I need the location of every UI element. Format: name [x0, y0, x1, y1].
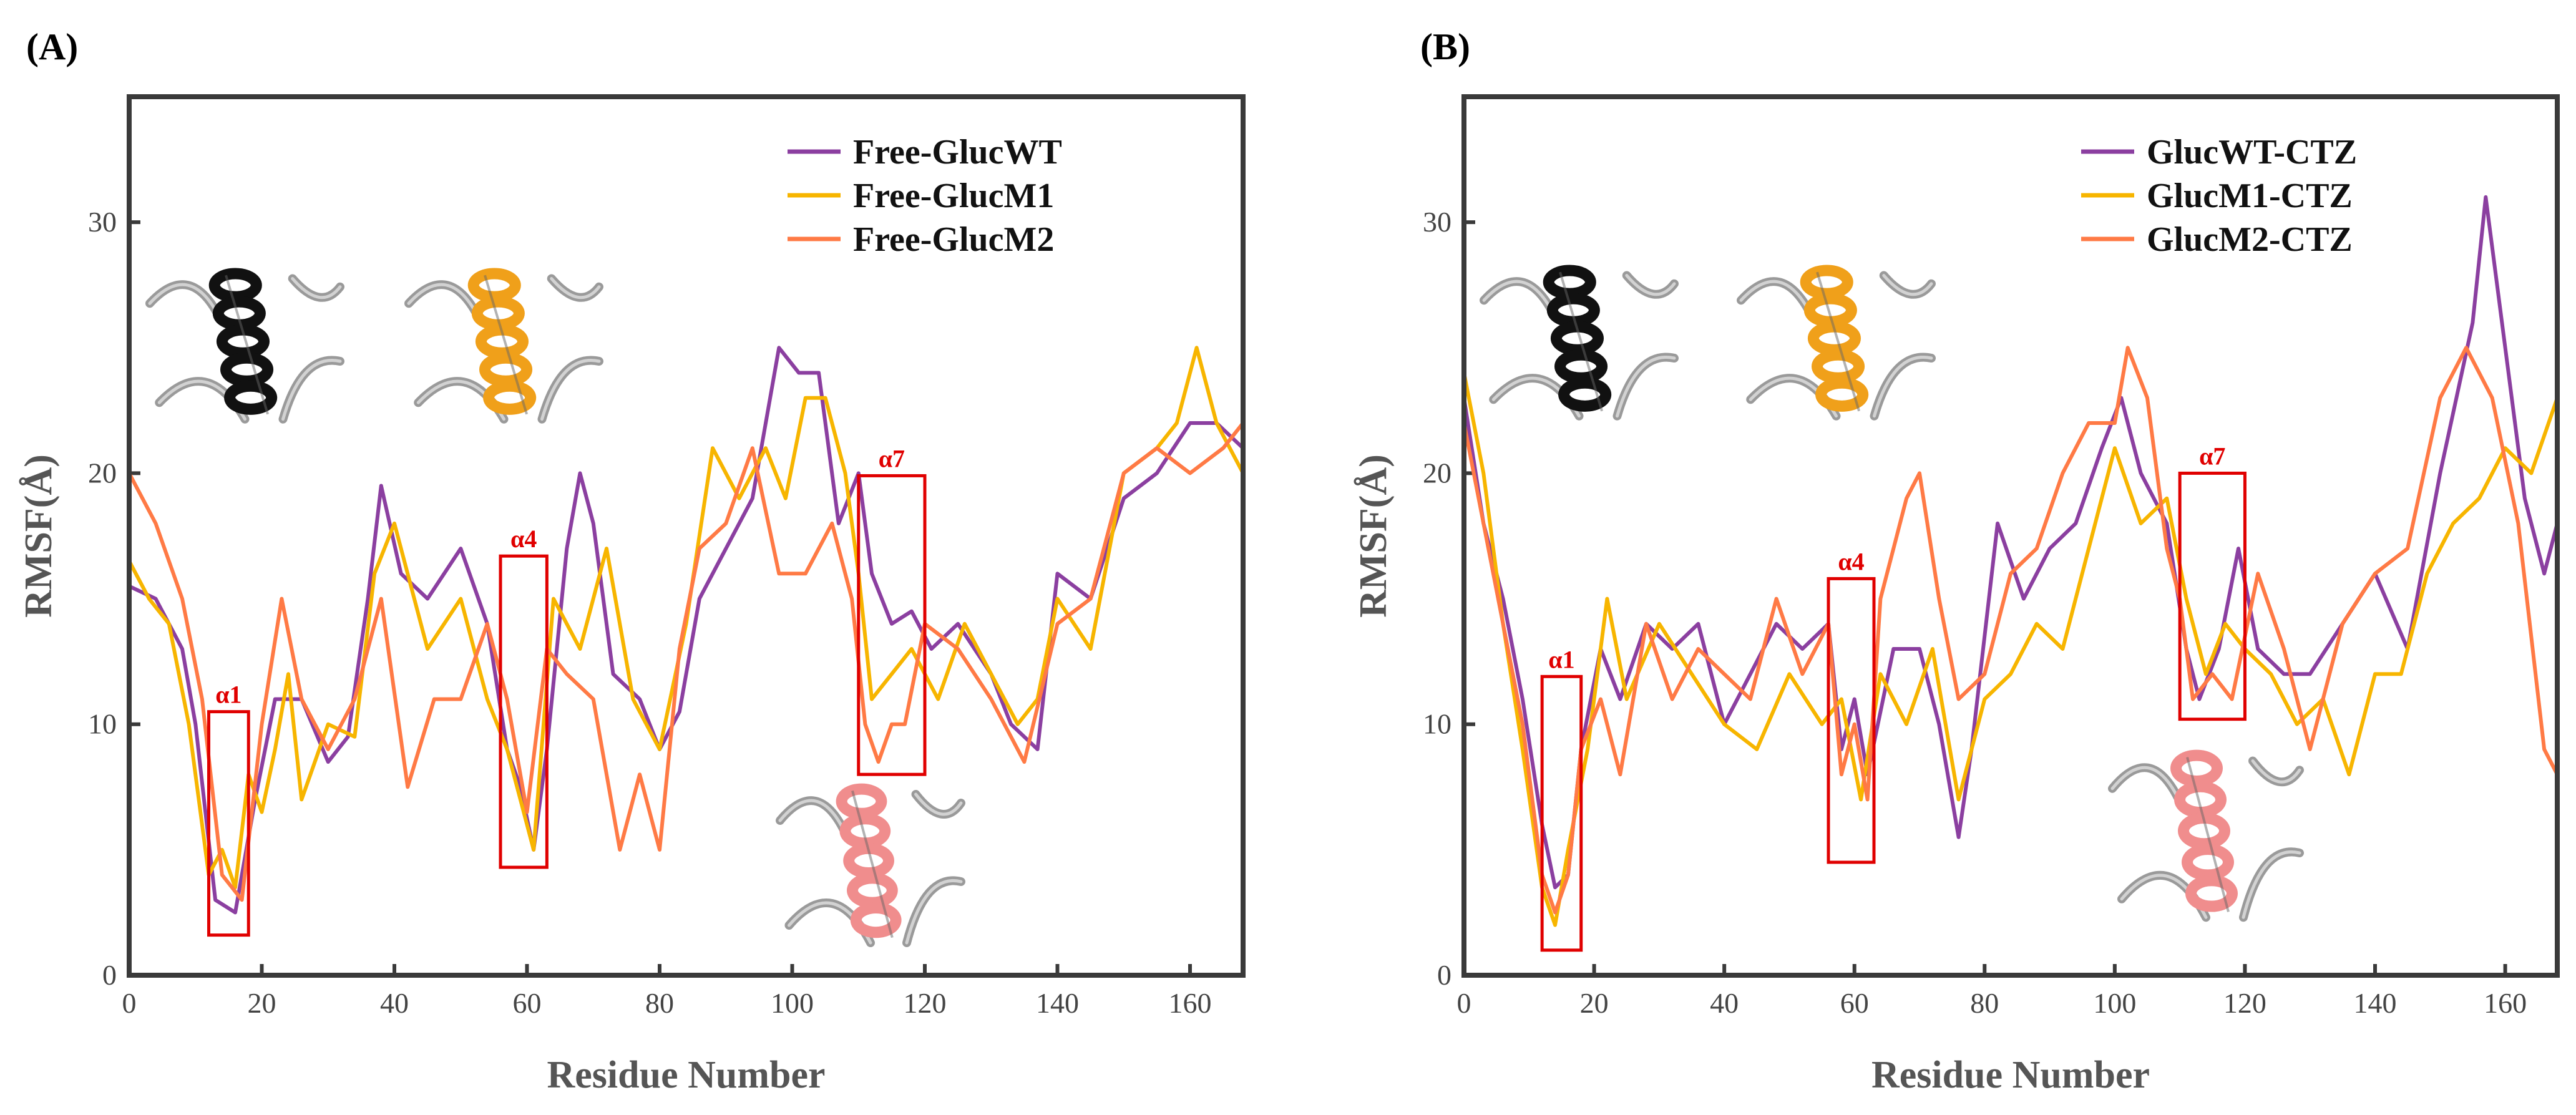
- series-line-glucm2-ctz: [1464, 346, 2557, 915]
- x-tick-label: 160: [1169, 987, 1212, 1019]
- x-tick-label: 80: [645, 987, 674, 1019]
- y-axis-title: RMSF(Å): [17, 454, 60, 618]
- x-tick-label: 140: [2354, 987, 2397, 1019]
- panel-label: (B): [1420, 26, 1470, 67]
- legend: Free-GlucWT Free-GlucM1 Free-GlucM2: [788, 133, 1062, 259]
- panel-a: (A) 0 20 40 60 80 100 120 140 160 0 10 20 30 Residue N…: [17, 26, 1246, 1096]
- series-line-free-glucwt: [129, 346, 1243, 915]
- legend-label: GlucM2-CTZ: [2147, 220, 2353, 259]
- legend-label: GlucWT-CTZ: [2147, 133, 2357, 172]
- alpha7-structure-inset: [2108, 743, 2304, 927]
- x-tick-label: 100: [771, 987, 814, 1019]
- x-tick-label: 80: [1970, 987, 1999, 1019]
- y-tick-label: 0: [102, 959, 117, 991]
- alpha1-structure-inset: [1480, 259, 1679, 424]
- alpha7-structure-inset: [776, 777, 965, 952]
- y-tick-label: 10: [1423, 708, 1451, 740]
- legend-label: Free-GlucM1: [853, 177, 1054, 215]
- x-axis-title: Residue Number: [1871, 1054, 2150, 1096]
- y-tick-label: 0: [1437, 959, 1451, 991]
- plot-frame: [127, 94, 1246, 978]
- helix-region-label: α1: [215, 681, 242, 709]
- legend-label: GlucM1-CTZ: [2147, 177, 2353, 215]
- plot-frame: [1461, 94, 2560, 978]
- helix-region-box: [499, 554, 549, 869]
- series-line-glucm1-ctz: [1464, 371, 2557, 927]
- helix-region-box: [1827, 577, 1876, 864]
- y-tick-label: 20: [88, 457, 117, 489]
- x-tick-label: 40: [1710, 987, 1739, 1019]
- y-axis-title: RMSF(Å): [1352, 454, 1395, 618]
- series-line-free-glucm1: [129, 346, 1243, 890]
- x-tick-label: 40: [380, 987, 409, 1019]
- x-tick-label: 60: [513, 987, 542, 1019]
- alpha4-structure-inset: [1737, 259, 1936, 424]
- series-lines: [1464, 195, 2557, 927]
- helix-region-box: [1540, 674, 1583, 952]
- helix-region-box: [2178, 471, 2247, 721]
- helix-region-label: α4: [510, 525, 537, 553]
- helix-region-label: α4: [1838, 547, 1864, 575]
- panel-b: (B) 0 20 40 60 80 100 120 140 160 0 10 20 30 Residue N…: [1352, 26, 2560, 1096]
- x-tick-label: 60: [1840, 987, 1869, 1019]
- y-tick-label: 10: [88, 708, 117, 740]
- x-tick-label: 160: [2484, 987, 2527, 1019]
- helix-region-label: α7: [2199, 442, 2225, 470]
- panel-label: (A): [26, 26, 78, 67]
- y-tick-label: 30: [88, 206, 117, 238]
- legend-label: Free-GlucM2: [853, 220, 1054, 259]
- x-tick-label: 140: [1036, 987, 1079, 1019]
- alpha4-structure-inset: [404, 262, 603, 427]
- helix-region-label: α1: [1548, 645, 1574, 673]
- x-tick-label: 120: [2223, 987, 2266, 1019]
- helix-region-box: [207, 710, 250, 937]
- x-tick-label: 120: [904, 987, 947, 1019]
- y-tick-label: 20: [1423, 457, 1451, 489]
- x-tick-label: 20: [1580, 987, 1609, 1019]
- alpha1-structure-inset: [145, 262, 344, 427]
- series-line-free-glucm2: [129, 421, 1243, 902]
- x-tick-label: 0: [1457, 987, 1471, 1019]
- y-tick-label: 30: [1423, 206, 1451, 238]
- helix-region-label: α7: [879, 444, 905, 472]
- x-tick-label: 20: [248, 987, 276, 1019]
- series-lines: [129, 346, 1243, 915]
- x-tick-label: 0: [122, 987, 137, 1019]
- x-axis-title: Residue Number: [547, 1054, 825, 1096]
- legend-label: Free-GlucWT: [853, 133, 1062, 172]
- legend: GlucWT-CTZ GlucM1-CTZ GlucM2-CTZ: [2081, 133, 2357, 259]
- helix-region-box: [857, 474, 927, 776]
- x-tick-label: 100: [2093, 987, 2136, 1019]
